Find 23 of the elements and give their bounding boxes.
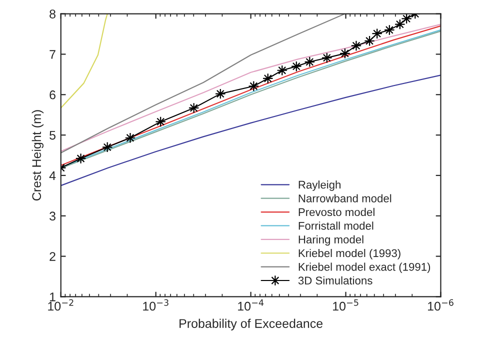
legend-label: 3D Simulations	[298, 276, 372, 285]
x-tick-label: 10$^{−4}$	[238, 299, 264, 311]
y-tick-label: 8	[50, 10, 56, 18]
y-tick-label: 2	[50, 252, 56, 261]
y-tick-label: 4	[49, 171, 56, 180]
y-tick-label: 7	[50, 50, 56, 59]
y-tick-label: 5	[50, 130, 56, 140]
legend-label: Haring model	[298, 235, 364, 246]
legend-label: Rayleigh	[298, 180, 340, 191]
x-tick-label: 10$^{−3}$	[143, 299, 168, 311]
line-series	[60, 14, 346, 154]
legend-label: Prevosto model	[298, 208, 374, 216]
legend-label: Forristall model	[298, 222, 374, 230]
legend-label: Kriebel model (1993)	[298, 248, 400, 260]
x-axis-title: Probability of Exceedance	[180, 318, 323, 330]
legend-label: Kriebel model exact (1991)	[298, 262, 430, 274]
x-tick-label: 10$^{−6}$	[428, 299, 454, 311]
legend-label: Narrowband model	[298, 194, 392, 202]
y-tick-label: 1	[50, 292, 56, 302]
y-tick-label: 3	[50, 212, 56, 221]
x-tick-label: 10$^{−5}$	[333, 299, 358, 311]
y-axis-title: Crest Height (m)	[32, 110, 44, 200]
y-tick-label: 6	[50, 90, 56, 100]
